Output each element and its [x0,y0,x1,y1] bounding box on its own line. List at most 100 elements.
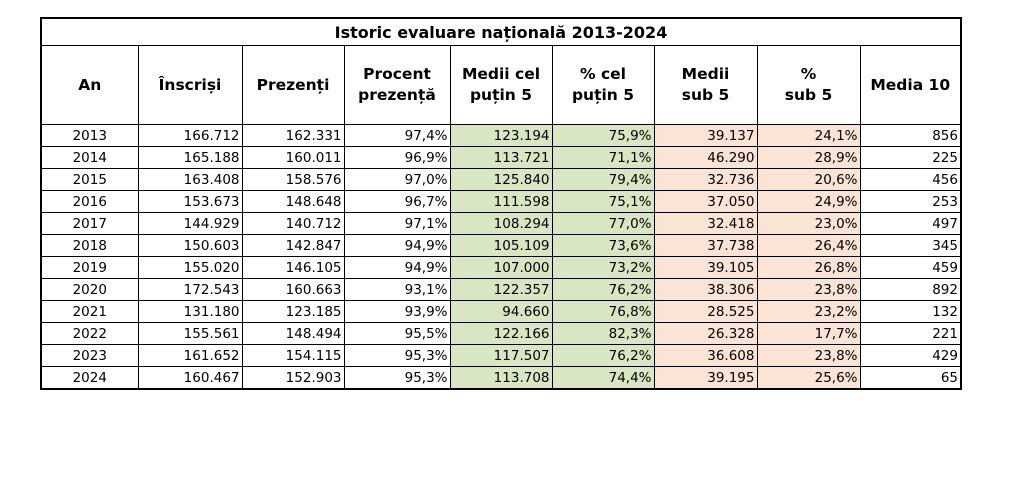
header-line: Media 10 [870,75,951,94]
cell-grades-under-5: 46.290 [653,146,758,169]
cell-percent-at-least-5: 79,4% [551,168,655,191]
cell-percent-at-least-5: 82,3% [551,322,655,345]
header-year: An [40,45,139,125]
cell-present: 160.011 [241,146,345,169]
cell-year: 2017 [40,212,139,235]
cell-year: 2023 [40,344,139,367]
cell-year: 2019 [40,256,139,279]
cell-present: 142.847 [241,234,345,257]
cell-grades-under-5: 28.525 [653,300,758,323]
cell-percent-at-least-5: 75,1% [551,190,655,213]
cell-grades-under-5: 26.328 [653,322,758,345]
cell-percent-at-least-5: 77,0% [551,212,655,235]
cell-percent-at-least-5: 76,8% [551,300,655,323]
cell-percent-under-5: 23,0% [756,212,861,235]
header-line: Medii [681,65,730,83]
cell-year: 2015 [40,168,139,191]
header-line: prezență [358,86,436,104]
cell-percent-at-least-5: 74,4% [551,366,655,390]
cell-enrolled: 172.543 [137,278,243,301]
national-evaluation-table: Istoric evaluare națională 2013-2024 An Î… [40,17,962,390]
cell-percent-under-5: 26,4% [756,234,861,257]
cell-enrolled: 144.929 [137,212,243,235]
header-line: % [800,65,817,83]
cell-year: 2013 [40,124,139,147]
cell-grades-under-5: 32.418 [653,212,758,235]
header-percent-under-5: % sub 5 [756,45,861,125]
cell-grade-10: 856 [859,124,962,147]
cell-grade-10: 459 [859,256,962,279]
cell-grades-at-least-5: 113.721 [449,146,553,169]
table-row: 2018 150.603 142.847 94,9% 105.109 73,6% 37.73… [40,234,962,257]
cell-enrolled: 155.020 [137,256,243,279]
cell-attendance-percent: 93,1% [343,278,451,301]
cell-grades-at-least-5: 123.194 [449,124,553,147]
header-line: puțin 5 [469,86,533,104]
cell-attendance-percent: 95,3% [343,366,451,390]
table-title: Istoric evaluare națională 2013-2024 [40,17,962,46]
cell-attendance-percent: 95,5% [343,322,451,345]
cell-percent-under-5: 23,8% [756,278,861,301]
cell-grades-under-5: 37.738 [653,234,758,257]
cell-percent-at-least-5: 71,1% [551,146,655,169]
header-line: puțin 5 [571,86,635,104]
cell-grade-10: 892 [859,278,962,301]
cell-year: 2022 [40,322,139,345]
cell-percent-under-5: 24,9% [756,190,861,213]
cell-grades-under-5: 32.736 [653,168,758,191]
header-line: An [78,75,102,94]
cell-grade-10: 225 [859,146,962,169]
cell-percent-at-least-5: 73,2% [551,256,655,279]
cell-year: 2018 [40,234,139,257]
cell-grades-under-5: 39.105 [653,256,758,279]
header-line: Prezenți [256,75,330,94]
cell-grades-under-5: 37.050 [653,190,758,213]
cell-attendance-percent: 95,3% [343,344,451,367]
cell-enrolled: 155.561 [137,322,243,345]
table-row: 2016 153.673 148.648 96,7% 111.598 75,1% 37.05… [40,190,962,213]
cell-percent-at-least-5: 76,2% [551,278,655,301]
cell-enrolled: 153.673 [137,190,243,213]
cell-attendance-percent: 93,9% [343,300,451,323]
cell-year: 2024 [40,366,139,390]
cell-percent-under-5: 17,7% [756,322,861,345]
cell-attendance-percent: 96,9% [343,146,451,169]
cell-grades-at-least-5: 94.660 [449,300,553,323]
cell-present: 162.331 [241,124,345,147]
cell-enrolled: 166.712 [137,124,243,147]
cell-percent-under-5: 25,6% [756,366,861,390]
cell-percent-under-5: 20,6% [756,168,861,191]
cell-grades-under-5: 38.306 [653,278,758,301]
cell-attendance-percent: 97,4% [343,124,451,147]
table-row: 2021 131.180 123.185 93,9% 94.660 76,8% 28.525… [40,300,962,323]
cell-present: 148.648 [241,190,345,213]
table-row: 2023 161.652 154.115 95,3% 117.507 76,2% 36.60… [40,344,962,367]
cell-percent-at-least-5: 73,6% [551,234,655,257]
cell-attendance-percent: 94,9% [343,234,451,257]
cell-grades-at-least-5: 117.507 [449,344,553,367]
cell-year: 2021 [40,300,139,323]
cell-grades-at-least-5: 122.166 [449,322,553,345]
cell-grades-at-least-5: 108.294 [449,212,553,235]
cell-present: 158.576 [241,168,345,191]
header-line: Procent [363,65,431,83]
cell-grade-10: 253 [859,190,962,213]
cell-grades-at-least-5: 107.000 [449,256,553,279]
cell-percent-under-5: 23,2% [756,300,861,323]
header-line: Înscriși [158,75,222,94]
header-enrolled: Înscriși [137,45,243,125]
cell-grade-10: 65 [859,366,962,390]
cell-percent-at-least-5: 75,9% [551,124,655,147]
cell-year: 2020 [40,278,139,301]
cell-enrolled: 160.467 [137,366,243,390]
table-row: 2013 166.712 162.331 97,4% 123.194 75,9% 39.13… [40,124,962,147]
cell-enrolled: 150.603 [137,234,243,257]
cell-grades-under-5: 39.195 [653,366,758,390]
cell-attendance-percent: 96,7% [343,190,451,213]
cell-percent-under-5: 28,9% [756,146,861,169]
cell-grade-10: 345 [859,234,962,257]
cell-enrolled: 163.408 [137,168,243,191]
cell-percent-under-5: 24,1% [756,124,861,147]
table-row: 2017 144.929 140.712 97,1% 108.294 77,0% 32.41… [40,212,962,235]
cell-enrolled: 131.180 [137,300,243,323]
